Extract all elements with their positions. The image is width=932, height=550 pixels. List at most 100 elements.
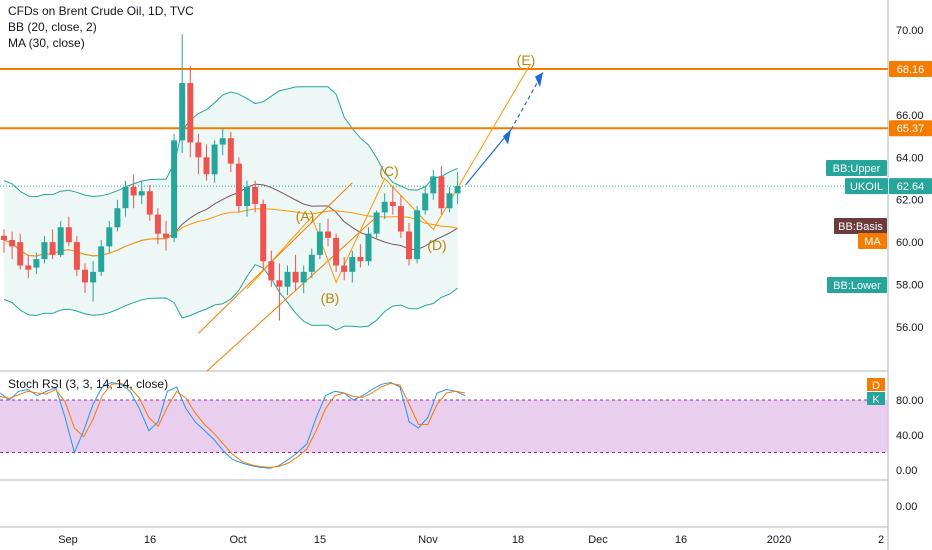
candle-body [49, 242, 56, 255]
candle-body [268, 261, 275, 281]
time-tick-label: Nov [418, 534, 438, 546]
candle-body [430, 176, 437, 194]
candle-body [33, 259, 40, 268]
candle-body [211, 144, 218, 175]
candle-body [179, 83, 186, 141]
candle-body [244, 186, 250, 207]
stoch-k-tag: K [872, 394, 880, 406]
stoch-k-line [0, 381, 466, 469]
bb-lower-tag-bg [827, 277, 887, 293]
candle-body [90, 271, 97, 283]
candle-body [163, 233, 169, 238]
candle-body [438, 176, 445, 209]
candle-body [422, 193, 429, 211]
candle-body [82, 269, 88, 283]
stoch-band [0, 400, 888, 453]
stoch-d-tag: D [872, 380, 880, 392]
candle-body [235, 163, 242, 207]
symbol-tag-bg [845, 178, 888, 195]
stoch-tick-label: 0.00 [896, 465, 917, 477]
time-tick-label: Dec [588, 534, 608, 546]
level-mid-tag: 65.37 [897, 123, 925, 135]
channel-lower-line [206, 216, 377, 372]
wave-label: (D) [427, 237, 446, 253]
candle-body [341, 265, 348, 272]
wave-label: (C) [379, 163, 398, 179]
candle-body [357, 256, 364, 262]
candle-body [397, 206, 404, 232]
stoch-k-tag-bg [867, 392, 885, 405]
candle-body [260, 203, 267, 262]
candle-body [365, 233, 372, 262]
candle-body [114, 208, 121, 228]
candle-body [98, 246, 105, 272]
candle-body [381, 201, 388, 213]
time-tick-label: Sep [58, 534, 78, 546]
candle-body [349, 256, 356, 272]
candle-body [122, 186, 129, 209]
time-tick-label: Oct [229, 534, 246, 546]
time-tick-label: 2020 [767, 534, 791, 546]
candle-body [227, 138, 234, 164]
projection-arrow [503, 129, 511, 145]
candle-body [195, 142, 202, 158]
candle-body [300, 271, 307, 283]
candle-body [389, 201, 396, 207]
bb-legend: BB (20, close, 2) [8, 20, 97, 34]
ma-legend: MA (30, close) [8, 36, 85, 50]
time-tick-label: 18 [512, 534, 524, 546]
projection-arrow [535, 72, 543, 88]
candle-body [219, 138, 226, 145]
bb-upper-line [3, 86, 458, 198]
channel-upper-line [198, 182, 353, 334]
stoch-d-line [0, 382, 466, 468]
wave-label: (A) [296, 208, 315, 224]
ma-tag: MA [864, 236, 881, 248]
last-price-tag: 62.64 [897, 181, 925, 193]
projection-line [465, 129, 512, 186]
candle-body [187, 83, 194, 143]
candle-body [446, 193, 453, 209]
candle-body [130, 186, 137, 196]
level-high-tag: 68.16 [897, 64, 925, 76]
lower-pane-tick-label: 0.00 [896, 501, 917, 513]
bb-basis-tag-bg [834, 218, 887, 234]
chart-title: CFDs on Brent Crude Oil, 1D, TVC [8, 4, 194, 18]
price-tick-label: 70.00 [896, 25, 924, 37]
time-tick-label: 2 [878, 534, 884, 546]
candle-body [146, 191, 153, 215]
candle-body [73, 242, 80, 270]
candle-body [325, 231, 331, 238]
time-tick-label: 16 [144, 534, 156, 546]
projection-dashed-line [510, 72, 544, 130]
stoch-legend: Stoch RSI (3, 3, 14, 14, close) [8, 377, 169, 391]
stoch-tick-label: 80.00 [896, 395, 924, 407]
ma-tag-bg [858, 233, 887, 249]
candle-body [171, 140, 178, 238]
stoch-d-tag-bg [867, 378, 885, 391]
candle-body [333, 237, 340, 266]
level-mid-tag-bg [889, 120, 932, 137]
bb-basis-tag: BB:Basis [838, 221, 883, 233]
candle-body [154, 214, 161, 234]
candle-body [9, 240, 16, 247]
bb-upper-tag: BB:Upper [833, 163, 881, 175]
candle-body [57, 227, 64, 255]
candle-body [292, 271, 299, 283]
candle-body [106, 227, 113, 247]
candle-body [138, 191, 145, 196]
candle-body [373, 212, 380, 234]
wave-label: (B) [321, 290, 340, 306]
candle-body [276, 280, 283, 287]
candle-body [406, 231, 412, 260]
candle-body [1, 235, 7, 241]
price-tick-label: 56.00 [896, 322, 924, 334]
stoch-tick-label: 40.00 [896, 430, 924, 442]
price-tick-label: 66.00 [896, 110, 924, 122]
time-tick-label: 16 [675, 534, 687, 546]
candle-body [252, 186, 259, 204]
bb-fill [4, 86, 458, 331]
price-tick-label: 62.00 [896, 195, 924, 207]
bb-lower-tag: BB:Lower [833, 280, 881, 292]
